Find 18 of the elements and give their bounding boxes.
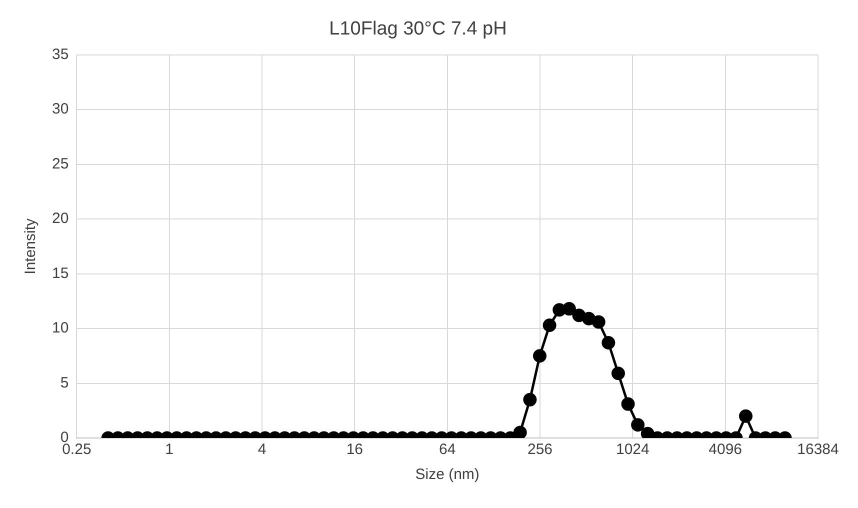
y-tick-label: 35 (52, 46, 69, 63)
x-tick-label: 1 (165, 441, 174, 458)
y-tick-label: 30 (52, 100, 69, 118)
chart-title: L10Flag 30°C 7.4 pH (329, 18, 507, 40)
y-tick-label: 10 (52, 320, 69, 337)
x-tick-label: 4 (258, 441, 266, 458)
y-tick-label: 15 (52, 264, 69, 282)
x-tick-label: 16384 (797, 441, 839, 458)
x-tick-label: 256 (527, 441, 553, 458)
x-axis-title: Size (nm) (415, 466, 480, 484)
x-tick-label: 1024 (616, 441, 650, 458)
x-tick-label: 4096 (708, 441, 742, 458)
y-tick-label: 20 (52, 210, 69, 228)
x-tick-label: 16 (346, 441, 364, 458)
y-tick-label: 5 (60, 374, 69, 392)
y-axis-title: Intensity (22, 218, 40, 274)
x-tick-label: 64 (439, 441, 456, 458)
y-tick-label: 25 (52, 155, 69, 172)
